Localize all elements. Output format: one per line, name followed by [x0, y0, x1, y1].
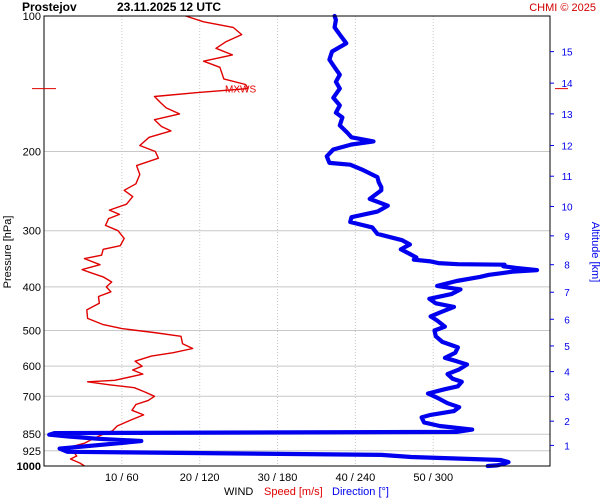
altitude-tick-label: 5: [564, 342, 570, 353]
altitude-tick-label: 13: [561, 110, 573, 121]
copyright-text: CHMI © 2025: [529, 2, 596, 14]
altitude-tick-label: 12: [561, 142, 573, 153]
pressure-tick-label: 925: [23, 446, 41, 458]
station-title: Prostejov: [22, 0, 77, 14]
pressure-tick-label: 100: [23, 11, 41, 23]
legend-direction: Direction [°]: [332, 486, 389, 498]
pressure-tick-label: 300: [23, 226, 41, 238]
pressure-tick-label: 850: [23, 429, 41, 441]
plot-border: [43, 15, 551, 467]
altitude-tick-label: 8: [564, 261, 570, 272]
pressure-tick-label: 1000: [17, 461, 41, 473]
altitude-axis-title: Altitude [km]: [589, 222, 600, 283]
altitude-tick-label: 11: [562, 172, 573, 183]
max-wind-marker: MXWS: [32, 85, 568, 96]
altitude-tick-label: 6: [564, 315, 570, 326]
wind-ticks: 10 / 60 20 / 120 30 / 180 40 / 240 50 / 300: [105, 472, 453, 484]
altitude-tick-label: 2: [564, 417, 570, 428]
wind-tick-label: 50 / 300: [413, 472, 453, 484]
wind-tick-label: 20 / 120: [180, 472, 220, 484]
altitude-tick-label: 10: [561, 202, 573, 213]
pressure-tick-label: 200: [23, 146, 41, 158]
altitude-tick-label: 9: [564, 232, 570, 243]
wind-tick-label: 30 / 180: [258, 472, 298, 484]
data-lines: [47, 13, 540, 469]
grid-lines: [44, 16, 550, 466]
altitude-tick-label: 1: [564, 441, 570, 452]
speed-series-line: [63, 15, 249, 467]
altitude-tick-label: 7: [564, 288, 570, 299]
wind-tick-label: 40 / 240: [336, 472, 376, 484]
y-axis-title: Pressure [hPa]: [2, 216, 14, 289]
altitude-tick-label: 3: [564, 393, 570, 404]
datetime-title: 23.11.2025 12 UTC: [117, 0, 221, 14]
direction-series-line: [47, 13, 540, 469]
mxws-label: MXWS: [225, 85, 256, 96]
pressure-tick-label: 400: [23, 282, 41, 294]
legend-wind: WIND: [224, 486, 253, 498]
altitude-tick-label: 14: [561, 79, 573, 90]
pressure-tick-label: 600: [23, 361, 41, 373]
legend-speed: Speed [m/s]: [264, 486, 323, 498]
pressure-tick-label: 700: [23, 391, 41, 403]
pressure-tick-label: 500: [23, 326, 41, 338]
altitude-tick-label: 15: [561, 48, 573, 59]
pressure-ticks: 100 200 300 400 500 600 700 850 925 1000: [17, 11, 41, 473]
altitude-tick-label: 4: [564, 368, 570, 379]
plot-frame: [43, 15, 551, 467]
wind-tick-label: 10 / 60: [105, 472, 139, 484]
